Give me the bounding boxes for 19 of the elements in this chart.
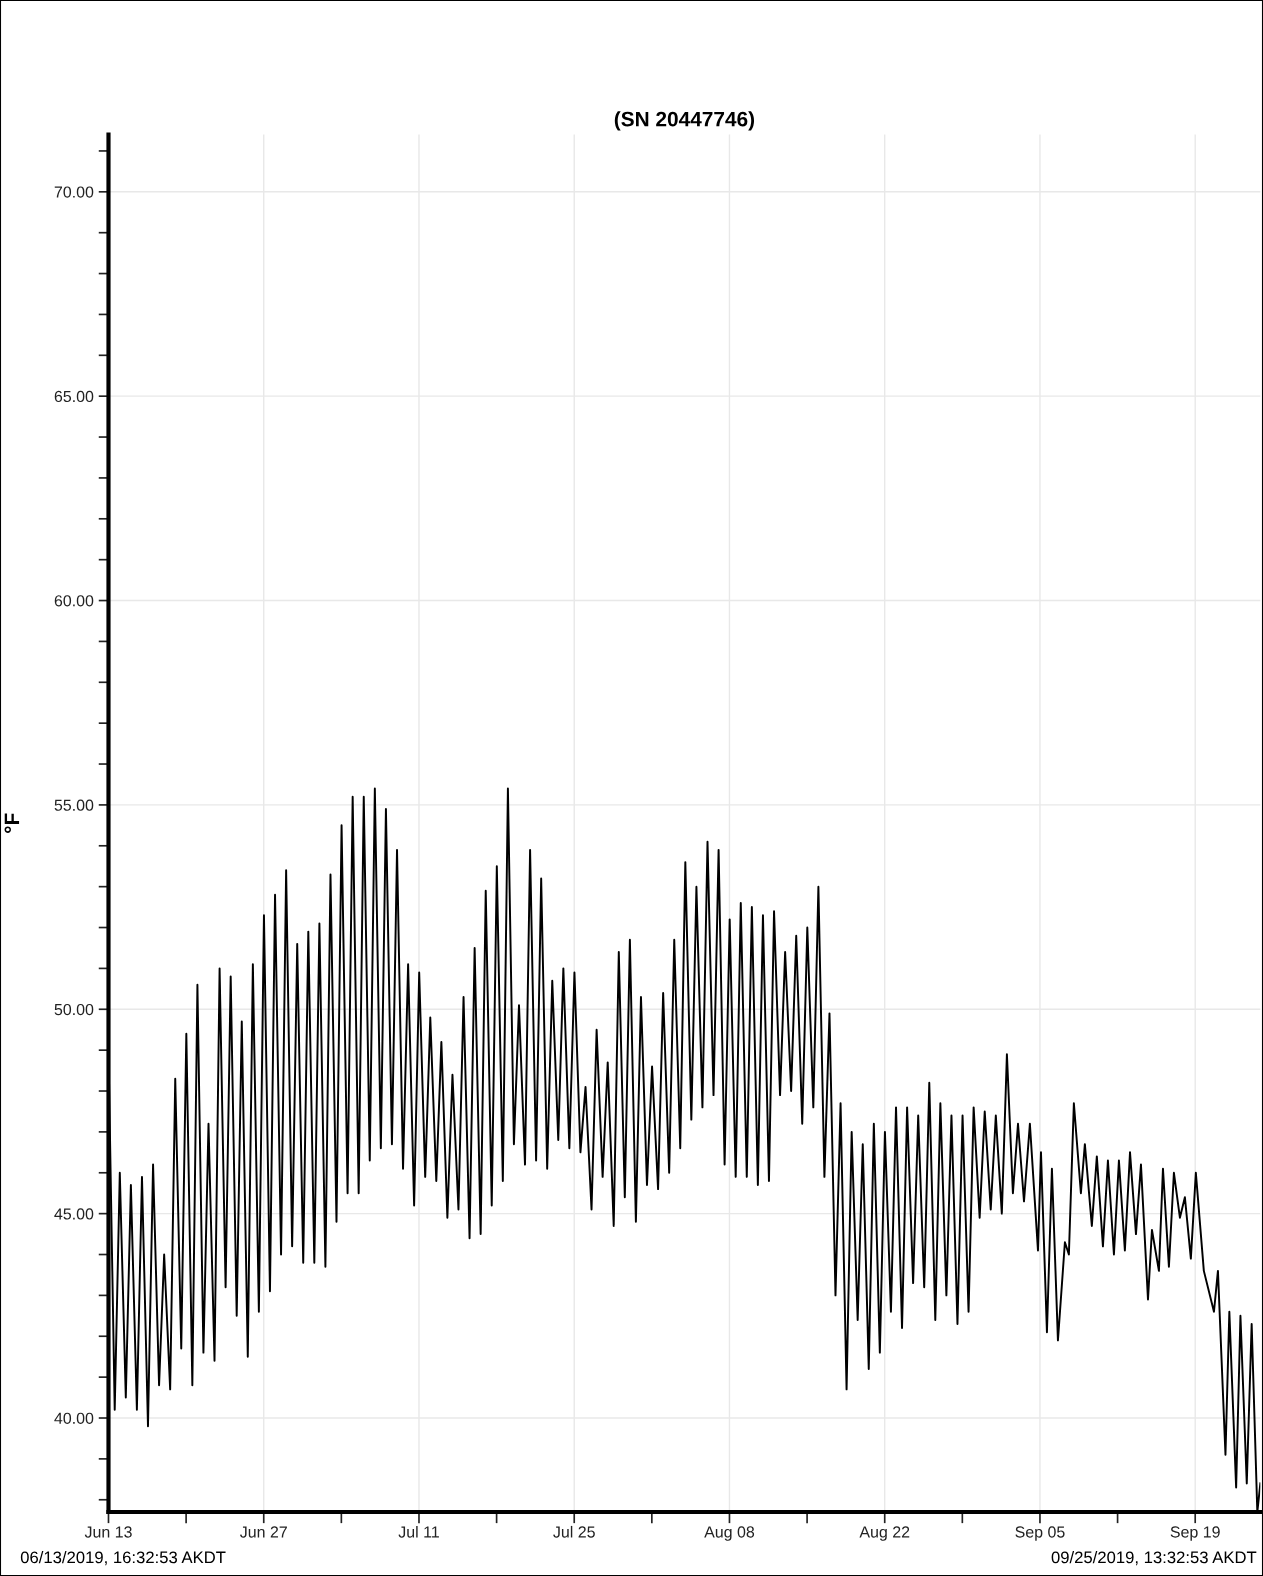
y-tick-label: 55.00 bbox=[54, 799, 94, 811]
x-tick-label: Jun 27 bbox=[240, 1526, 287, 1538]
text: 09/25/2019, 13:32:53 AKDT bbox=[1051, 1551, 1257, 1566]
x-tick-label: Aug 22 bbox=[859, 1526, 910, 1541]
x-tick-label: Jun 13 bbox=[84, 1526, 132, 1538]
x-tick-label: Aug 08 bbox=[704, 1526, 755, 1541]
y-tick-label: 45.00 bbox=[54, 1208, 94, 1220]
y-tick-label: 70.00 bbox=[54, 186, 94, 198]
y-tick-label: 40.00 bbox=[54, 1412, 94, 1424]
x-tick-label: Sep 19 bbox=[1170, 1526, 1220, 1541]
x-tick-label: Jul 25 bbox=[553, 1525, 595, 1538]
x-tick-label: Sep 05 bbox=[1015, 1526, 1065, 1541]
x-tick-label: Jul 11 bbox=[398, 1525, 439, 1538]
y-tick-label: 60.00 bbox=[54, 595, 94, 607]
y-tick-label: 50.00 bbox=[54, 1003, 94, 1016]
chart-title: (SN 20447746) bbox=[614, 111, 755, 131]
text: 06/13/2019, 16:32:53 AKDT bbox=[20, 1551, 226, 1566]
y-axis-title: °F bbox=[4, 813, 20, 833]
y-tick-label: 65.00 bbox=[54, 390, 94, 403]
